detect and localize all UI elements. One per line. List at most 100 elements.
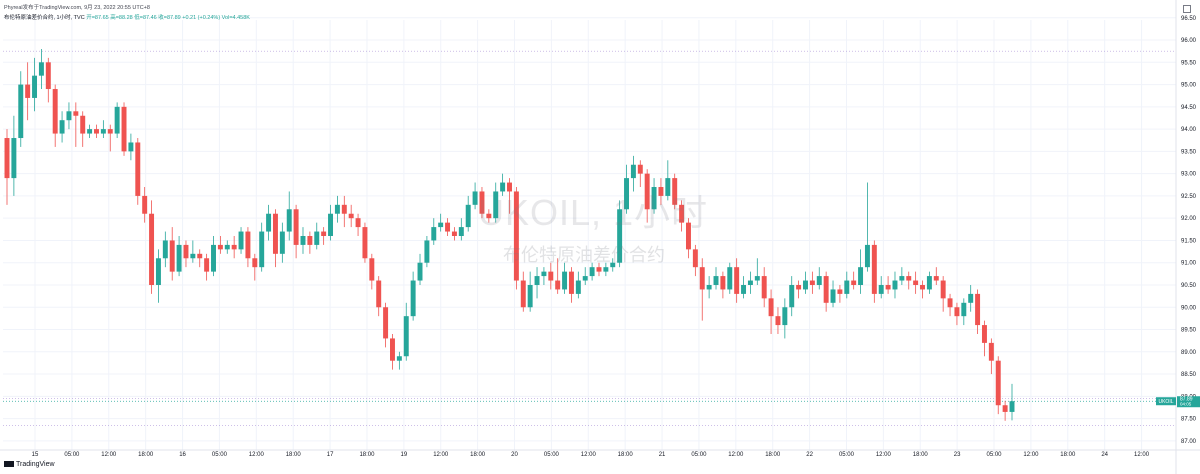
time-tick-label: 20 (511, 452, 518, 458)
time-tick-label: 15 (32, 452, 39, 458)
candle-body (87, 129, 93, 134)
candle-body (32, 75, 38, 98)
candle-body (562, 271, 568, 290)
candle-body (782, 307, 788, 326)
candle-body (871, 244, 877, 294)
candle-body (341, 204, 347, 214)
candle-body (947, 298, 953, 308)
price-tick-label: 95.00 (1181, 83, 1197, 89)
time-tick-label: 05:00 (212, 452, 228, 458)
candle-body (211, 244, 216, 272)
candle-body (1002, 405, 1008, 412)
candle-body (692, 249, 698, 268)
candle-body (995, 360, 1001, 406)
legend-symbol: 布伦特原油差价合约, 1小时, TVC (4, 15, 85, 21)
time-tick-label: 12:00 (876, 452, 892, 458)
time-tick-label: 17 (327, 452, 334, 458)
candle-body (713, 276, 719, 285)
candle-body (424, 240, 430, 263)
candle-body (961, 302, 967, 317)
price-tick-label: 90.50 (1181, 283, 1197, 289)
candle-body (864, 244, 870, 268)
candle-body (548, 271, 554, 281)
time-tick-label: 05:00 (64, 452, 80, 458)
time-tick-label: 12:00 (581, 452, 597, 458)
candle-body (981, 325, 987, 343)
candle-body (245, 231, 251, 259)
candle-body (293, 209, 299, 245)
candle-body (272, 213, 278, 254)
time-tick-label: 12:00 (433, 452, 449, 458)
candle-body (665, 178, 671, 196)
price-tick-label: 87.50 (1181, 417, 1197, 423)
candle-body (878, 284, 884, 294)
candle-body (768, 298, 774, 317)
candle-body (644, 173, 650, 210)
candle-body (465, 204, 471, 228)
candle-body (920, 284, 925, 290)
candle-body (527, 284, 533, 308)
candle-body (286, 209, 292, 232)
candle-body (176, 244, 182, 272)
time-tick-label: 12:00 (1134, 452, 1150, 458)
price-tick-label: 94.00 (1181, 127, 1197, 133)
candle-body (25, 84, 31, 98)
candle-body (486, 213, 492, 219)
price-tick-label: 96.50 (1181, 16, 1197, 22)
price-tick-label: 87.00 (1181, 439, 1197, 445)
candle-body (507, 182, 512, 192)
candle-body (988, 342, 994, 361)
candle-body (100, 129, 106, 134)
candle-body (892, 280, 898, 290)
candle-body (844, 280, 850, 294)
candle-body (107, 129, 113, 134)
price-tick-label: 94.50 (1181, 105, 1197, 111)
candle-body (933, 276, 939, 281)
candle-body (575, 280, 581, 294)
time-tick-label: 21 (659, 452, 666, 458)
chart-legend: 布伦特原油差价合约, 1小时, TVC 开=87.65 高=88.28 低=87… (4, 13, 250, 21)
candle-body (761, 276, 767, 299)
candle-body (968, 293, 974, 303)
candle-body (885, 284, 891, 290)
candle-body (266, 213, 272, 232)
candle-body (321, 231, 327, 236)
candle-body (149, 213, 155, 285)
publisher-line: Phyreal发布于TradingView.com, 9月 23, 2022 2… (4, 5, 150, 11)
candle-body (679, 204, 685, 223)
candle-body (52, 89, 58, 134)
candle-body (747, 280, 753, 285)
candle-body (493, 191, 499, 219)
candle-body (568, 271, 574, 294)
candle-body (11, 138, 17, 179)
candle-body (224, 244, 230, 250)
candle-body (238, 231, 244, 250)
candle-body (458, 227, 464, 236)
price-tick-label: 89.50 (1181, 328, 1197, 334)
time-tick-label: 18:00 (286, 452, 302, 458)
candle-body (534, 276, 540, 285)
time-tick-label: 05:00 (544, 452, 560, 458)
candle-body (500, 182, 506, 192)
candle-body (906, 276, 912, 281)
fullscreen-icon[interactable] (1183, 5, 1191, 13)
candle-body (727, 267, 733, 290)
candle-body (135, 142, 141, 196)
candle-body (637, 164, 643, 174)
candle-body (926, 276, 932, 290)
symbol-watermark: UKOIL, 1小时 (478, 192, 709, 233)
price-tick-label: 91.50 (1181, 238, 1197, 244)
candle-body (899, 276, 905, 281)
candle-body (403, 316, 409, 357)
price-tick-label: 91.00 (1181, 261, 1197, 267)
candle-body (59, 120, 65, 134)
candle-body (975, 293, 981, 326)
candle-body (383, 307, 389, 339)
candle-body (837, 289, 843, 294)
candle-body (513, 191, 519, 281)
candle-body (390, 338, 395, 361)
candle-body (617, 209, 623, 263)
candle-body (410, 280, 416, 317)
candle-body (699, 267, 705, 290)
